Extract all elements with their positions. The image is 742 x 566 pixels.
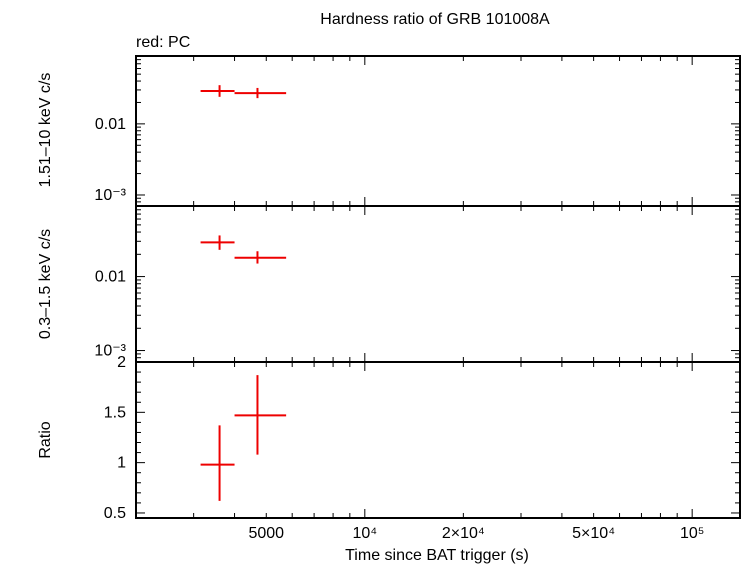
panel-ratio: 0.5 1 1.5 2 5000 10⁴ 2×10⁴ 5×10⁴ 10⁵ [104,354,741,542]
x-tick-label: 10⁴ [352,525,377,542]
y-axis-label-hard: 1.51–10 keV c/s [37,73,54,188]
plot-frame [135,361,741,519]
y-tick-label: 0.01 [95,116,126,133]
panel-hard-band: 10⁻³ 0.01 [94,55,741,207]
y-tick-label: 10⁻³ [94,187,126,204]
y-tick-label: 10⁻³ [94,343,126,360]
x-tick-label: 10⁵ [680,525,704,542]
data-point [234,87,287,99]
y-tick-label: 0.5 [104,505,126,522]
plot-frame [135,205,741,363]
data-point [234,251,287,264]
chart-title: Hardness ratio of GRB 101008A [320,11,550,28]
y-tick-label: 2 [117,354,126,371]
data-point [234,375,287,455]
panel-soft-band: 10⁻³ 0.01 [94,205,741,363]
x-tick-label: 5000 [248,525,284,542]
data-point [200,85,235,97]
plot-frame [135,55,741,207]
y-tick-label: 1.5 [104,404,126,421]
y-tick-label: 0.01 [95,269,126,286]
y-axis-label-soft: 0.3–1.5 keV c/s [37,229,54,339]
data-point [200,235,235,250]
chart-subtitle: red: PC [136,34,190,51]
y-axis-label-ratio: Ratio [37,421,54,458]
x-tick-label: 2×10⁴ [442,525,485,542]
x-axis-label: Time since BAT trigger (s) [345,547,529,564]
y-tick-label: 1 [117,455,126,472]
data-point [200,425,235,501]
x-tick-label: 5×10⁴ [572,525,615,542]
